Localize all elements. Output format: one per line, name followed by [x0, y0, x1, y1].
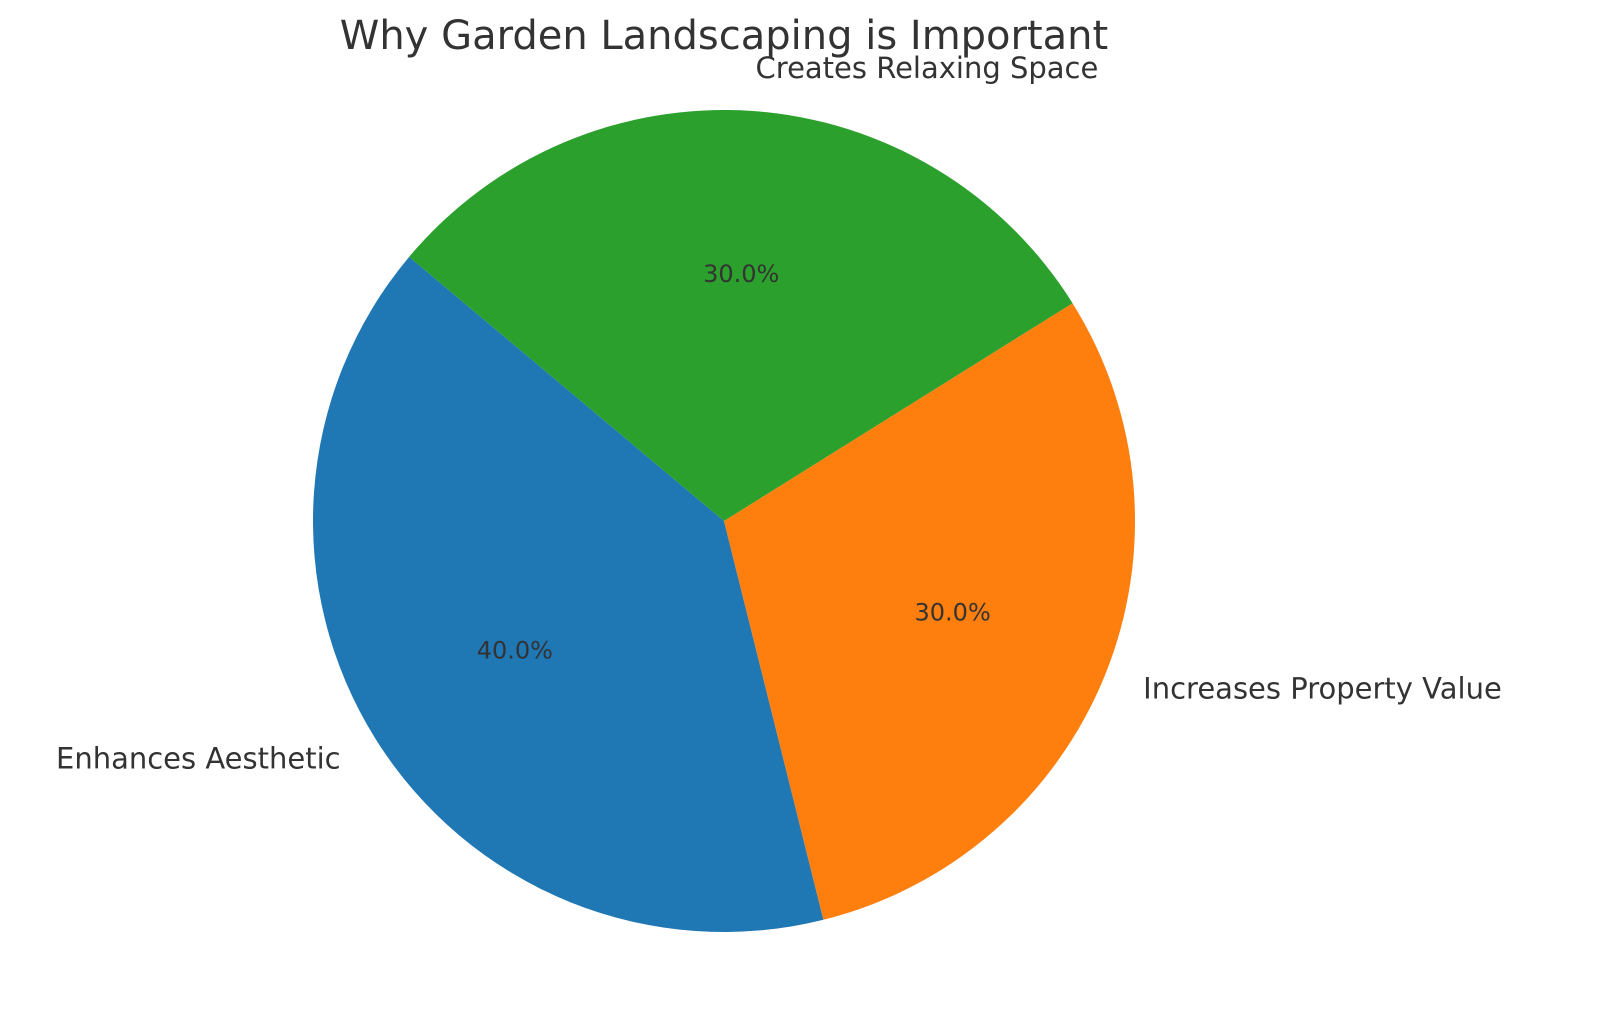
pie-slice	[724, 303, 1135, 920]
slice-label: Enhances Aesthetic	[56, 742, 341, 776]
chart-title: Why Garden Landscaping is Important	[340, 13, 1108, 59]
value-label: 40.0%	[477, 637, 553, 665]
pie-slice	[312, 256, 824, 933]
slice-label: Creates Relaxing Space	[756, 51, 1099, 85]
value-label: 30.0%	[703, 260, 779, 288]
slice-label: Increases Property Value	[1143, 671, 1502, 705]
pie-slice	[409, 110, 1073, 521]
value-label: 30.0%	[915, 598, 991, 626]
